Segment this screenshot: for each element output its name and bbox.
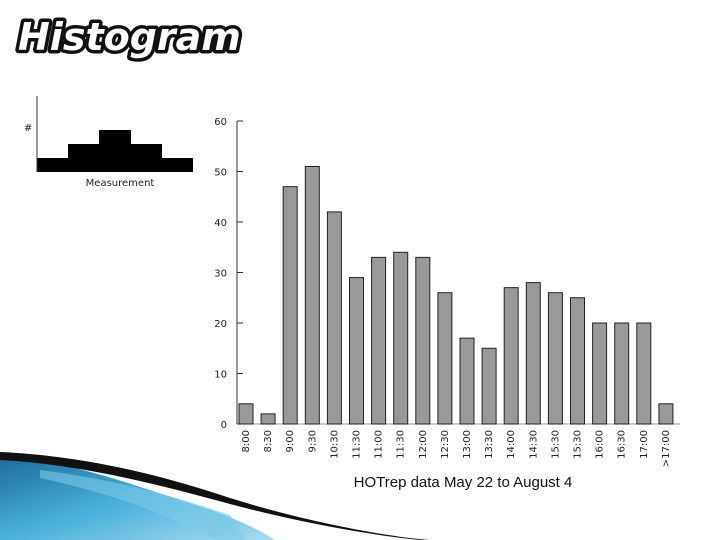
inset-bars [37, 130, 193, 172]
histogram-bar [304, 165, 320, 425]
histogram-bars [238, 165, 674, 425]
x-tick-label: 17:00 [639, 430, 650, 459]
y-tick-label: 10 [214, 370, 227, 381]
histogram-bar [326, 211, 342, 425]
x-tick-label: 8:00 [241, 430, 252, 452]
x-tick-label: 11:30 [352, 430, 363, 459]
slide-title: Histogram [18, 15, 241, 59]
x-tick-label: 11:30 [396, 430, 407, 459]
inset-ylabel: # [24, 123, 32, 134]
y-tick-label: 50 [214, 168, 227, 179]
histogram-bar [658, 403, 674, 425]
y-tick-label: 60 [214, 117, 227, 128]
histogram-bar [415, 256, 431, 425]
histogram-bar [592, 322, 608, 425]
histogram-bar [481, 347, 497, 425]
histogram-bar [437, 292, 453, 425]
inset-xlabel: Measurement [86, 178, 155, 189]
inset-bar [130, 144, 162, 172]
inset-bar [68, 144, 100, 172]
histogram-bar [393, 251, 409, 425]
x-tick-label: 16:30 [617, 430, 628, 459]
histogram-bar [503, 287, 519, 425]
x-tick-label: 8:30 [263, 430, 274, 452]
x-tick-label: 16:00 [595, 430, 606, 459]
chart-caption: HOTrep data May 22 to August 4 [354, 474, 573, 491]
x-tick-label: 9:30 [307, 430, 318, 452]
x-tick-label: 9:00 [285, 430, 296, 452]
x-tick-label: 13:00 [462, 430, 473, 459]
x-tick-label: 12:30 [440, 430, 451, 459]
histogram-bar [260, 413, 276, 425]
x-tick-label: 12:00 [418, 430, 429, 459]
x-tick-label: 15:30 [550, 430, 561, 459]
inset-bar [99, 130, 131, 172]
x-tick-label: 14:00 [506, 430, 517, 459]
histogram-bar [349, 277, 364, 425]
histogram-bar [282, 186, 298, 425]
x-tick-label: 15:30 [573, 430, 584, 459]
y-tick-label: 30 [214, 269, 227, 280]
inset-bar [37, 158, 69, 172]
inset-bar [161, 158, 193, 172]
x-tick-label: 11:00 [374, 430, 385, 459]
histogram-bar [238, 403, 254, 425]
x-axis-labels: 8:00 8:30 9:00 9:30 10:30 11:30 11:00 11:30 12:0… [241, 430, 672, 467]
y-tick-label: 0 [221, 420, 227, 431]
histogram-bar [525, 282, 541, 425]
x-tick-label: 10:30 [329, 430, 340, 459]
histogram-bar [570, 297, 585, 425]
y-tick-label: 20 [214, 319, 227, 330]
histogram-bar [636, 322, 652, 425]
histogram-bar [459, 337, 475, 425]
x-tick-label: 13:30 [484, 430, 495, 459]
histogram-bar [547, 292, 563, 425]
histogram-bar [614, 322, 630, 425]
slide-title-outline: Histogram [18, 15, 241, 59]
x-tick-label: >17:00 [661, 430, 672, 467]
histogram-bar [371, 256, 387, 425]
x-tick-label: 14:30 [528, 430, 539, 459]
y-tick-label: 40 [214, 218, 227, 229]
